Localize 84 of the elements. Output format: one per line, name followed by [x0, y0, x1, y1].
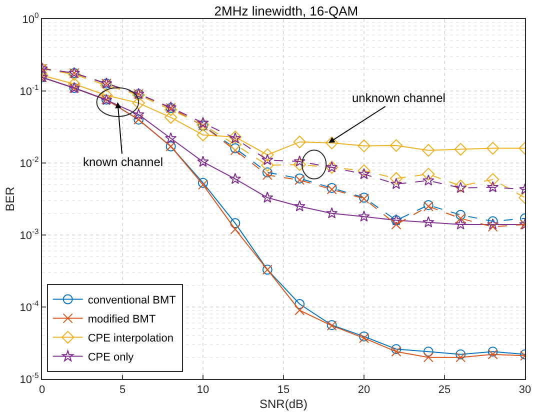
point — [486, 173, 500, 186]
point — [454, 142, 467, 156]
legend-label: conventional BMT — [88, 294, 176, 307]
point — [488, 222, 498, 232]
point — [456, 213, 466, 224]
point — [390, 172, 403, 185]
point — [132, 96, 145, 110]
point — [197, 116, 209, 128]
point — [422, 168, 435, 180]
point — [294, 155, 306, 166]
x-tick-label: 5 — [119, 384, 126, 396]
point — [197, 156, 209, 167]
point — [423, 346, 434, 357]
point — [164, 103, 178, 116]
point — [132, 88, 145, 102]
legend-label: modified BMT — [88, 314, 156, 326]
y-tick-label: 10$^{0}$ — [22, 11, 39, 26]
point — [486, 218, 499, 230]
point — [164, 111, 178, 124]
point — [100, 78, 113, 92]
point — [486, 181, 499, 192]
point — [196, 128, 210, 142]
point — [456, 349, 466, 360]
point — [294, 305, 305, 316]
point — [488, 216, 498, 226]
point — [422, 144, 435, 157]
point — [391, 344, 402, 354]
point — [294, 299, 305, 310]
point — [262, 167, 272, 178]
annotation: unknown channel — [352, 91, 446, 105]
point — [488, 349, 498, 360]
point — [456, 352, 466, 362]
point — [390, 178, 402, 190]
chart-title: 2MHz linewidth, 16-QAM — [214, 3, 358, 18]
x-tick-label: 30 — [518, 384, 532, 396]
point — [488, 346, 498, 357]
y-tick-label: 10$^{-5}$ — [20, 371, 39, 386]
y-tick-label: 10$^{-2}$ — [20, 155, 39, 170]
point — [228, 138, 242, 151]
point — [390, 139, 403, 152]
point — [358, 210, 370, 222]
point — [196, 118, 210, 132]
point — [230, 224, 240, 234]
point — [262, 170, 272, 180]
point — [423, 352, 434, 362]
point — [358, 164, 370, 178]
point — [164, 132, 177, 144]
point — [391, 346, 402, 357]
x-tick-label: 10 — [196, 384, 210, 396]
point — [100, 89, 113, 102]
point — [422, 174, 434, 186]
legend-label: CPE only — [88, 352, 134, 364]
point — [358, 140, 370, 152]
point — [262, 154, 274, 166]
legend-label: CPE interpolation — [88, 332, 174, 345]
x-tick-label: 15 — [277, 384, 290, 396]
point — [293, 158, 306, 171]
y-axis-title: BER — [3, 186, 18, 212]
point — [261, 158, 274, 172]
point — [422, 216, 434, 228]
point — [391, 219, 402, 230]
point — [456, 210, 466, 220]
y-tick-label: 10$^{-3}$ — [20, 227, 39, 242]
point — [230, 218, 240, 228]
point — [454, 218, 466, 230]
point — [68, 68, 81, 81]
point — [261, 148, 274, 162]
x-tick-label: 20 — [358, 384, 370, 396]
point — [294, 200, 306, 212]
point — [358, 168, 370, 180]
point — [132, 108, 144, 120]
x-axis-title: SNR(dB) — [259, 397, 308, 412]
point — [293, 136, 306, 148]
point — [68, 78, 81, 90]
x-tick-label: 0 — [38, 384, 46, 396]
y-tick-label: 10$^{-4}$ — [20, 299, 40, 314]
y-tick-label: 10$^{-1}$ — [20, 83, 39, 98]
point — [325, 136, 338, 150]
point — [262, 192, 274, 203]
annotation: known channel — [83, 155, 164, 169]
point — [326, 207, 338, 218]
x-tick-label: 25 — [438, 384, 451, 396]
point — [486, 142, 500, 155]
point — [229, 172, 242, 184]
